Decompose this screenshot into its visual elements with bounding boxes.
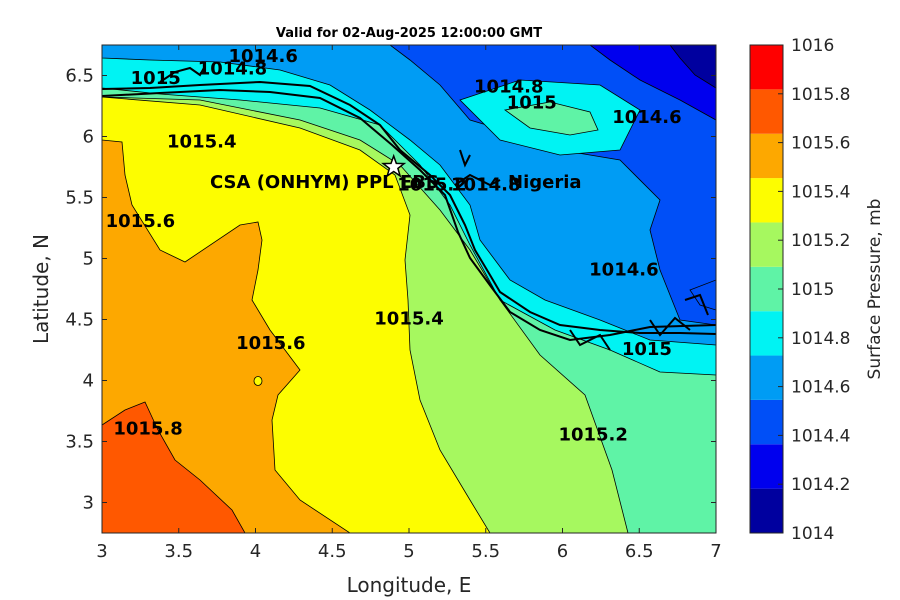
- colorbar-swatch: [750, 444, 783, 489]
- colorbar-tick-label: 1016: [791, 36, 834, 56]
- x-tick-label: 3: [96, 541, 107, 562]
- station-label: CSA (ONHYM) PPL EBS: [210, 172, 439, 193]
- band-1015-8: [102, 401, 246, 533]
- y-axis-label: Latitude, N: [29, 234, 53, 344]
- y-tick-label: 4.5: [65, 310, 94, 331]
- y-tick-label: 5: [83, 249, 94, 270]
- colorbar-swatch: [750, 399, 783, 445]
- colorbar-tick-label: 1015.2: [791, 231, 850, 251]
- band-1015-4-bubble: [253, 376, 263, 386]
- colorbar-swatch: [750, 311, 783, 356]
- contour-label: 1015.4: [374, 309, 443, 330]
- contour-label: 1015.6: [236, 333, 305, 354]
- x-tick-label: 4: [250, 541, 261, 562]
- y-tick-label: 3: [83, 493, 94, 514]
- colorbar-tick-label: 1014.6: [791, 378, 850, 398]
- contour-label: 1014.8: [451, 174, 520, 195]
- colorbar-tick-label: 1014.4: [791, 426, 850, 446]
- colorbar-swatch: [750, 178, 783, 223]
- band-1015-island-core: [503, 101, 599, 136]
- y-tick-label: 6.5: [65, 66, 94, 87]
- contour-label: 1015.2: [558, 424, 627, 445]
- contour-label: 1015.8: [113, 418, 182, 439]
- station-marker: [381, 153, 407, 178]
- colorbar-swatch: [750, 222, 783, 267]
- colorbar-label: Surface Pressure, mb: [865, 199, 885, 380]
- x-tick-label: 3.5: [164, 541, 193, 562]
- band-1015-6: [102, 139, 351, 533]
- x-tick-label: 7: [710, 541, 721, 562]
- contour-label: 1014.6: [612, 107, 681, 128]
- coastline: [102, 80, 716, 335]
- contour-label: 1015: [622, 339, 672, 360]
- colorbar-tick-label: 1015.4: [791, 182, 850, 202]
- x-tick-label: 4.5: [318, 541, 347, 562]
- contour-label: 1015.2: [397, 174, 466, 195]
- contour-label: 1015: [131, 68, 181, 89]
- band-1014-4-coast: [689, 279, 716, 311]
- y-axis-ticks: 3 3.5 4 4.5 5 5.5 6 6.5: [65, 66, 716, 514]
- colorbar-swatch: [750, 488, 783, 533]
- colorbar-frame: [749, 44, 784, 534]
- band-1014: [669, 45, 716, 89]
- river-delta: [454, 149, 709, 351]
- contour-label: 1015.6: [106, 211, 175, 232]
- colorbar: 1014 1014.2 1014.4 1014.6 1014.8 1015 1015.2 10…: [750, 36, 850, 544]
- country-label: Nigeria: [508, 172, 582, 193]
- colorbar-tick-label: 1015.8: [791, 85, 850, 105]
- y-tick-label: 4: [83, 371, 94, 392]
- contour-label: 1014.8: [474, 77, 543, 98]
- colorbar-swatch: [750, 133, 783, 179]
- coast-north: [159, 65, 206, 83]
- colorbar-swatch: [750, 45, 783, 90]
- contour-label: 1015: [507, 93, 557, 114]
- colorbar-swatch: [750, 355, 783, 400]
- colorbar-tick-label: 1014.2: [791, 475, 850, 495]
- band-1014-2: [589, 45, 716, 121]
- x-tick-label: 5.5: [471, 541, 500, 562]
- station-star-icon: [381, 153, 407, 178]
- x-tick-label: 6.5: [625, 541, 654, 562]
- x-tick-label: 5: [403, 541, 414, 562]
- colorbar-tick-label: 1014.8: [791, 329, 850, 349]
- colorbar-swatch: [750, 266, 783, 312]
- colorbar-swatch: [750, 89, 783, 134]
- contour-label: 1014.6: [589, 260, 658, 281]
- x-axis-ticks: 3 3.5 4 4.5 5 5.5 6 6.5 7: [96, 45, 722, 562]
- contour-map: [102, 45, 716, 533]
- y-tick-label: 6: [83, 127, 94, 148]
- colorbar-tick-label: 1015: [791, 280, 834, 300]
- colorbar-tick-label: 1014: [791, 524, 834, 544]
- contour-label: 1014.8: [198, 58, 267, 79]
- contour-label: 1014.6: [228, 46, 297, 67]
- y-tick-label: 3.5: [65, 432, 94, 453]
- contour-label: 1015.4: [167, 132, 236, 153]
- colorbar-tick-label: 1015.6: [791, 134, 850, 154]
- x-axis-label: Longitude, E: [347, 573, 472, 597]
- x-tick-label: 6: [557, 541, 568, 562]
- plot-title: Valid for 02-Aug-2025 12:00:00 GMT: [276, 26, 542, 41]
- y-tick-label: 5.5: [65, 188, 94, 209]
